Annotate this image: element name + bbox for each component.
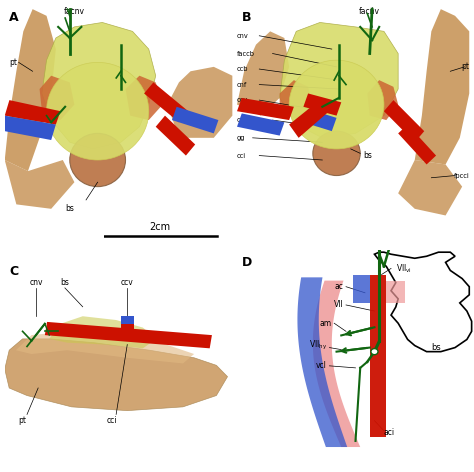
Polygon shape	[313, 280, 360, 447]
Polygon shape	[42, 23, 155, 149]
Text: pt: pt	[9, 58, 18, 67]
Bar	[370, 275, 386, 437]
Text: facnv: facnv	[64, 7, 85, 16]
Text: ccb: ccb	[237, 66, 248, 72]
Text: bs: bs	[431, 343, 441, 352]
Text: pt: pt	[461, 62, 469, 71]
Polygon shape	[384, 100, 424, 142]
Polygon shape	[167, 67, 232, 138]
Polygon shape	[415, 9, 469, 164]
Polygon shape	[303, 93, 341, 116]
Polygon shape	[172, 107, 219, 134]
Polygon shape	[280, 23, 398, 138]
Text: B: B	[242, 11, 251, 25]
Text: 2cm: 2cm	[149, 222, 171, 232]
Text: cci: cci	[107, 415, 117, 425]
Polygon shape	[398, 125, 436, 164]
Polygon shape	[5, 100, 61, 125]
Polygon shape	[298, 278, 347, 447]
Text: facnv: facnv	[359, 7, 380, 16]
Polygon shape	[5, 339, 228, 411]
Polygon shape	[126, 76, 163, 120]
Text: gg: gg	[237, 135, 246, 141]
Text: bs: bs	[363, 151, 372, 160]
Text: C: C	[9, 265, 18, 278]
Circle shape	[46, 62, 149, 160]
Polygon shape	[45, 322, 212, 348]
Bar	[353, 275, 370, 303]
Text: vcl: vcl	[316, 362, 327, 371]
Polygon shape	[5, 160, 74, 209]
Polygon shape	[49, 316, 156, 348]
Text: fpcci: fpcci	[454, 173, 469, 178]
Polygon shape	[237, 31, 289, 116]
Text: cprnv: cprnv	[237, 117, 255, 123]
Circle shape	[289, 60, 384, 149]
Text: pt: pt	[18, 415, 27, 425]
Text: bs: bs	[65, 204, 74, 213]
Text: A: A	[9, 11, 19, 25]
Circle shape	[371, 349, 378, 354]
Text: cnv: cnv	[29, 278, 43, 287]
Polygon shape	[5, 9, 56, 171]
Bar	[120, 316, 134, 324]
Polygon shape	[155, 116, 195, 156]
Text: VII: VII	[334, 301, 344, 310]
Text: bs: bs	[61, 278, 69, 287]
Polygon shape	[289, 98, 332, 138]
Polygon shape	[237, 98, 294, 120]
Polygon shape	[367, 80, 398, 120]
Polygon shape	[16, 331, 194, 363]
Text: VII$_\mathregular{hy}$: VII$_\mathregular{hy}$	[309, 339, 327, 352]
Text: D: D	[242, 256, 252, 269]
Polygon shape	[237, 113, 284, 135]
Text: VII$_\mathregular{vi}$: VII$_\mathregular{vi}$	[396, 262, 412, 275]
Text: aci: aci	[384, 428, 395, 438]
Text: cci: cci	[237, 152, 246, 159]
Text: cnv: cnv	[237, 33, 249, 39]
Text: cnf: cnf	[237, 82, 247, 88]
Bar	[120, 324, 134, 335]
Polygon shape	[5, 116, 56, 140]
Text: am: am	[319, 319, 332, 328]
Polygon shape	[303, 109, 337, 131]
Circle shape	[70, 134, 126, 186]
Polygon shape	[39, 76, 74, 120]
Text: ac: ac	[335, 282, 344, 291]
Text: faccb: faccb	[237, 51, 255, 57]
Circle shape	[313, 131, 360, 176]
Text: ccv: ccv	[121, 278, 134, 287]
Text: ccv: ccv	[237, 97, 248, 103]
Polygon shape	[398, 160, 462, 215]
Polygon shape	[280, 80, 313, 120]
Polygon shape	[144, 83, 188, 122]
Bar	[386, 280, 405, 303]
